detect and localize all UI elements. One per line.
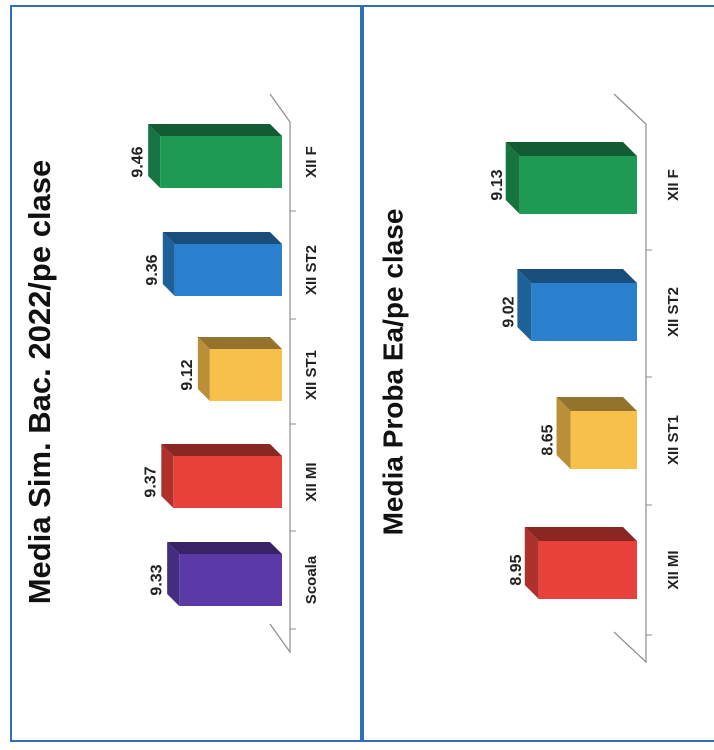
bar-front-face (519, 156, 637, 214)
category-label: XII ST2 (665, 287, 682, 337)
bar-side-face (197, 337, 282, 349)
chart-panel-1: Media Sim. Bac. 2022/pe clase 9.33 Scoala 9… (10, 5, 362, 742)
value-label: 9.46 (129, 146, 146, 177)
bar-1-0 (167, 542, 282, 606)
bar-front-face (531, 283, 637, 341)
bar-2-0 (524, 527, 637, 599)
chart-2: Media Proba Ea/pe clase 8.95 XII MI 8.65 XII… (377, 93, 682, 664)
chart-panel-2: Media Proba Ea/pe clase 8.95 XII MI 8.65 XII… (362, 5, 714, 742)
chart-1: Media Sim. Bac. 2022/pe clase 9.33 Scoala 9… (22, 93, 320, 654)
bar-top-face (167, 542, 180, 606)
bar-front-face (160, 136, 282, 188)
value-label: 9.37 (143, 466, 160, 497)
category-label: XII ST1 (303, 350, 320, 400)
chart-1-axis (269, 93, 291, 654)
bar-side-face (524, 527, 637, 541)
bar-top-face (556, 397, 571, 469)
value-label: 9.13 (489, 169, 506, 200)
bar-top-face (524, 527, 539, 599)
value-label: 9.12 (179, 359, 196, 390)
bar-side-face (162, 232, 282, 244)
bar-top-face (197, 337, 210, 401)
chart-2-axis (613, 93, 647, 664)
value-label: 8.95 (508, 554, 525, 585)
bar-side-face (161, 444, 282, 456)
category-label: XII ST2 (303, 245, 320, 295)
bar-front-face (209, 349, 282, 401)
bar-side-face (505, 142, 637, 156)
bar-front-face (179, 554, 282, 606)
bar-front-face (570, 411, 637, 469)
chart-2-plot: Media Proba Ea/pe clase 8.95 XII MI 8.65 XII… (377, 93, 682, 664)
bar-side-face (167, 542, 282, 554)
bar-side-face (517, 269, 637, 283)
bar-front-face (538, 541, 637, 599)
bar-front-face (173, 456, 282, 508)
category-label: XII F (665, 169, 682, 201)
value-label: 9.33 (148, 564, 165, 595)
bar-top-face (505, 142, 520, 214)
category-label: Scoala (303, 555, 320, 604)
bar-top-face (162, 232, 175, 296)
bar-top-face (161, 444, 174, 508)
bar-1-2 (197, 337, 282, 401)
bar-1-3 (162, 232, 282, 296)
value-label: 9.36 (144, 254, 161, 285)
chart-1-plot: Media Sim. Bac. 2022/pe clase 9.33 Scoala 9… (22, 93, 320, 654)
chart-2-title: Media Proba Ea/pe clase (377, 209, 408, 536)
chart-1-title: Media Sim. Bac. 2022/pe clase (22, 160, 57, 605)
bar-front-face (174, 244, 282, 296)
bar-2-1 (556, 397, 637, 469)
category-label: XII F (303, 146, 320, 178)
category-label: XII ST1 (665, 415, 682, 465)
value-label: 8.65 (540, 424, 557, 455)
bar-2-2 (517, 269, 637, 341)
bar-side-face (148, 124, 282, 136)
bar-top-face (148, 124, 161, 188)
value-label: 9.02 (501, 296, 518, 327)
category-label: XII MI (303, 462, 320, 501)
bar-side-face (556, 397, 637, 411)
bar-1-1 (161, 444, 282, 508)
bar-1-4 (148, 124, 282, 188)
category-label: XII MI (665, 550, 682, 589)
bar-2-3 (505, 142, 637, 214)
bar-top-face (517, 269, 532, 341)
